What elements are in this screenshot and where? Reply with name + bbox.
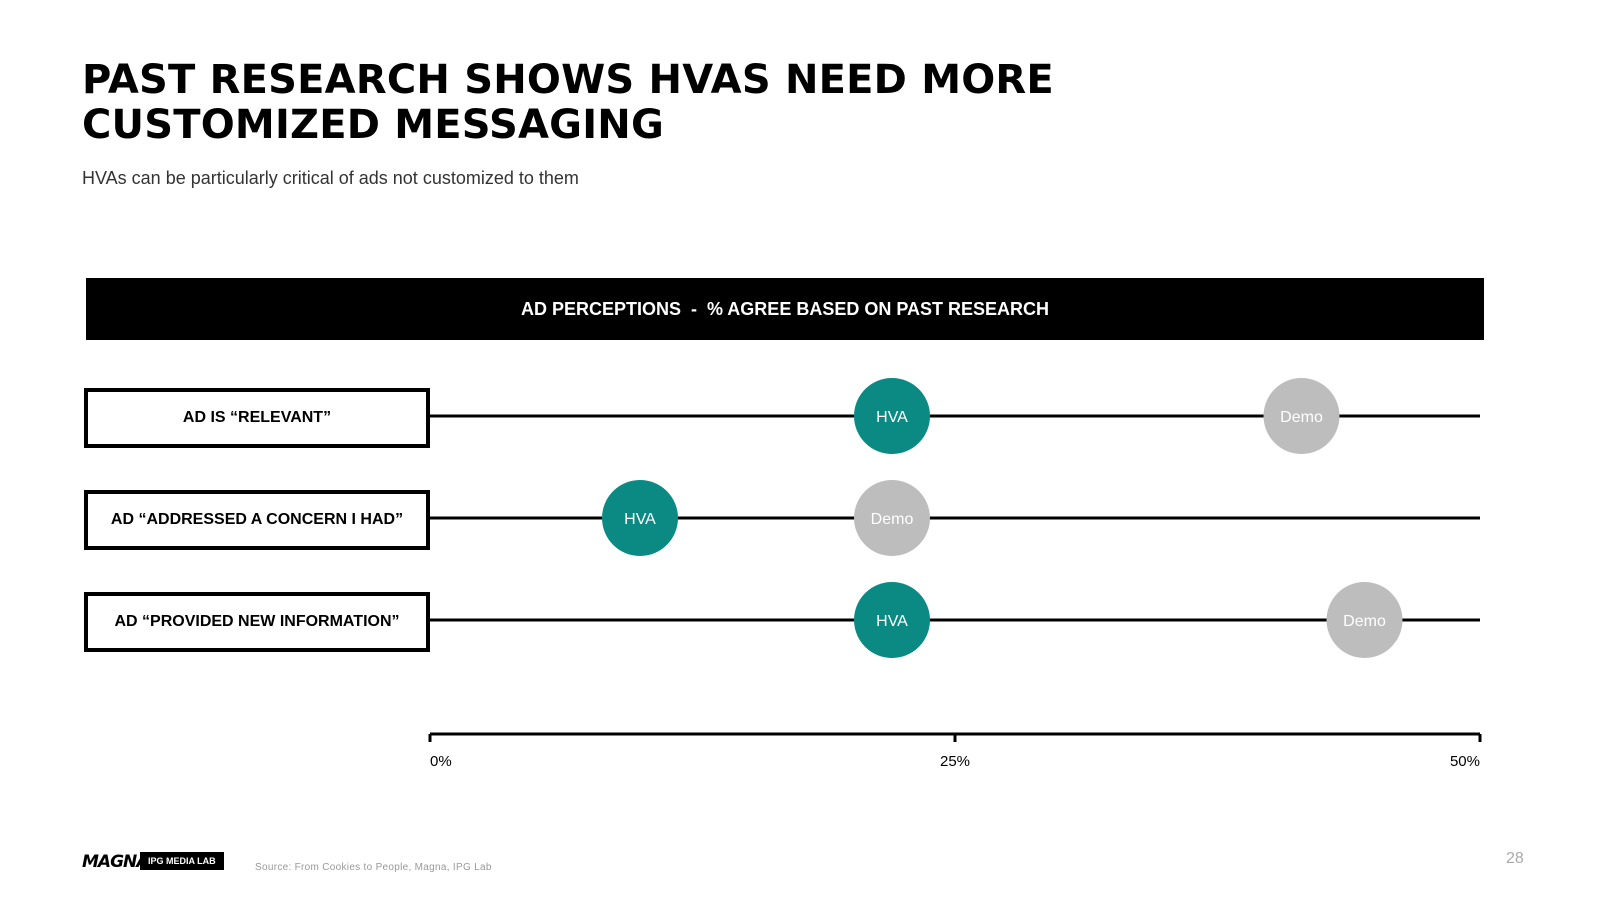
- row-label-relevant: AD IS “RELEVANT”: [84, 388, 430, 448]
- x-tick-label-0: 0%: [430, 753, 452, 770]
- demo-point-label-1: Demo: [871, 511, 914, 528]
- hva-point-0: [854, 378, 930, 454]
- slide-title: PAST RESEARCH SHOWS HVAs NEED MORE CUSTO…: [82, 57, 1054, 148]
- demo-point-0: [1263, 378, 1340, 454]
- demo-point-label-0: Demo: [1280, 409, 1323, 426]
- hva-point-label-0: HVA: [876, 409, 908, 426]
- hva-point-1: [602, 480, 678, 556]
- demo-point-1: [854, 480, 930, 556]
- demo-point-label-2: Demo: [1343, 613, 1386, 630]
- ipg-media-lab-badge: IPG MEDIA LAB: [140, 852, 224, 870]
- hva-point-label-2: HVA: [876, 613, 908, 630]
- demo-point-2: [1326, 582, 1403, 658]
- hva-point-label-1: HVA: [624, 511, 656, 528]
- hva-point-2: [854, 582, 930, 658]
- row-label-addressed-concern: AD “ADDRESSED A CONCERN I HAD”: [84, 490, 430, 550]
- row-label-new-information: AD “PROVIDED NEW INFORMATION”: [84, 592, 430, 652]
- page-number: 28: [1506, 850, 1524, 867]
- x-tick-label-2: 50%: [1450, 753, 1480, 770]
- magna-logo: MAGNA: [82, 852, 149, 872]
- x-tick-label-1: 25%: [940, 753, 970, 770]
- source-note: Source: From Cookies to People, Magna, I…: [255, 862, 492, 873]
- chart-title-bar: AD PERCEPTIONS - % AGREE BASED ON PAST R…: [86, 278, 1484, 340]
- slide-subtitle: HVAs can be particularly critical of ads…: [82, 168, 579, 188]
